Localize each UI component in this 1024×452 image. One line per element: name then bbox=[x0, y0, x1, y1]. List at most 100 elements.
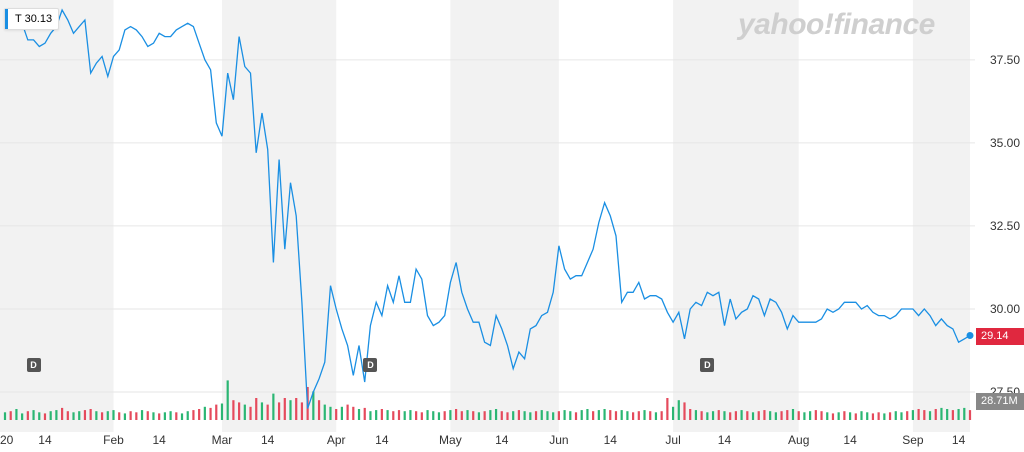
volume-bar bbox=[586, 409, 589, 420]
volume-bar bbox=[260, 402, 264, 420]
volume-bar bbox=[335, 409, 338, 420]
volume-bar bbox=[717, 410, 720, 420]
volume-bar bbox=[871, 413, 875, 420]
volume-bar bbox=[512, 411, 515, 420]
volume-bar bbox=[797, 411, 800, 420]
volume-bar bbox=[123, 413, 127, 420]
symbol-legend[interactable]: T 30.13 bbox=[4, 8, 60, 30]
volume-bar bbox=[277, 402, 281, 420]
volume-bar bbox=[15, 409, 18, 420]
volume-bar bbox=[295, 398, 298, 420]
volume-bar bbox=[723, 411, 726, 420]
last-price-tag: 29.14 bbox=[976, 327, 1024, 345]
volume-bar bbox=[243, 404, 246, 420]
volume-bar bbox=[837, 412, 840, 420]
x-tick-label: 14 bbox=[152, 433, 166, 447]
volume-bar bbox=[489, 410, 492, 420]
volume-bar bbox=[831, 413, 835, 420]
volume-bar bbox=[563, 410, 566, 420]
volume-bar bbox=[226, 380, 229, 420]
volume-bar bbox=[694, 410, 698, 420]
volume-bar bbox=[888, 412, 892, 420]
legend-label: T 30.13 bbox=[15, 13, 53, 25]
x-tick-label: 14 bbox=[375, 433, 389, 447]
grid-lines bbox=[0, 59, 975, 393]
volume-bar bbox=[951, 410, 954, 420]
volume-bar bbox=[580, 410, 583, 420]
volume-bar bbox=[249, 406, 252, 420]
volume-bar bbox=[289, 400, 292, 420]
volume-bar bbox=[660, 411, 663, 420]
volume-bar bbox=[409, 410, 412, 420]
volume-bar bbox=[158, 413, 161, 420]
volume-bar bbox=[55, 410, 58, 420]
x-tick-label: May bbox=[439, 433, 462, 447]
dividend-marker[interactable]: D bbox=[363, 358, 378, 372]
volume-bar bbox=[968, 410, 972, 420]
x-tick-label: 14 bbox=[604, 433, 618, 447]
x-tick-label: Jun bbox=[549, 433, 568, 447]
volume-bar bbox=[163, 412, 166, 420]
volume-bar bbox=[460, 411, 463, 420]
volume-bar bbox=[203, 406, 206, 420]
volume-bar bbox=[466, 410, 469, 420]
dividend-marker[interactable]: D bbox=[700, 358, 715, 372]
volume-bar bbox=[906, 411, 909, 420]
x-tick-label: Jul bbox=[665, 433, 680, 447]
volume-bar bbox=[266, 404, 269, 420]
volume-bar bbox=[683, 402, 686, 420]
volume-bar bbox=[169, 411, 172, 420]
x-tick-label: 14 bbox=[952, 433, 966, 447]
volume-bar bbox=[814, 410, 817, 420]
volume-bar bbox=[523, 411, 526, 420]
x-tick-label: 14 bbox=[843, 433, 857, 447]
volume-bar bbox=[426, 410, 429, 420]
volume-bar bbox=[569, 411, 572, 420]
volume-bar bbox=[380, 409, 383, 420]
volume-bar bbox=[215, 404, 218, 420]
month-bands bbox=[0, 0, 970, 432]
volume-bar bbox=[751, 412, 755, 420]
month-band bbox=[221, 0, 337, 432]
volume-bar bbox=[66, 411, 69, 420]
x-tick-label: 14 bbox=[38, 433, 52, 447]
volume-bar bbox=[637, 411, 640, 420]
volume-bar bbox=[352, 406, 355, 420]
volume-bar bbox=[917, 409, 920, 420]
volume-bar bbox=[632, 412, 635, 420]
volume-bar bbox=[32, 410, 35, 420]
volume-bar bbox=[506, 412, 509, 420]
volume-bar bbox=[95, 411, 98, 420]
y-tick-label: 37.50 bbox=[990, 53, 1020, 67]
volume-bar bbox=[135, 412, 138, 420]
volume-bar bbox=[38, 412, 41, 420]
volume-bar bbox=[89, 409, 92, 420]
volume-bar bbox=[443, 411, 446, 420]
volume-bar bbox=[957, 409, 960, 420]
volume-bar bbox=[603, 409, 606, 420]
volume-bar bbox=[620, 410, 623, 420]
volume-bar bbox=[175, 412, 178, 420]
volume-bar bbox=[255, 398, 258, 420]
volume-bar bbox=[963, 407, 966, 420]
volume-bar bbox=[534, 411, 538, 420]
volume-bar bbox=[375, 410, 378, 420]
volume-bar bbox=[369, 411, 372, 420]
volume-bar bbox=[934, 409, 937, 420]
volume-bar bbox=[643, 410, 646, 420]
volume-bar bbox=[700, 411, 703, 420]
volume-bar bbox=[677, 400, 680, 420]
x-axis-ticks: 20 14 Feb 14 Mar 14 Apr 14 May 14 Jun 14 Jul 14 Aug 14 S… bbox=[0, 433, 966, 447]
volume-bar bbox=[734, 411, 737, 420]
legend-color-bar bbox=[5, 9, 8, 29]
x-tick-label: 20 bbox=[0, 433, 14, 447]
volume-bar bbox=[312, 391, 315, 420]
volume-bar bbox=[689, 409, 692, 420]
volume-bar bbox=[397, 410, 401, 420]
volume-bar bbox=[826, 412, 829, 420]
dividend-marker[interactable]: D bbox=[26, 358, 41, 372]
volume-bar bbox=[574, 412, 578, 420]
volume-bar bbox=[283, 398, 286, 420]
